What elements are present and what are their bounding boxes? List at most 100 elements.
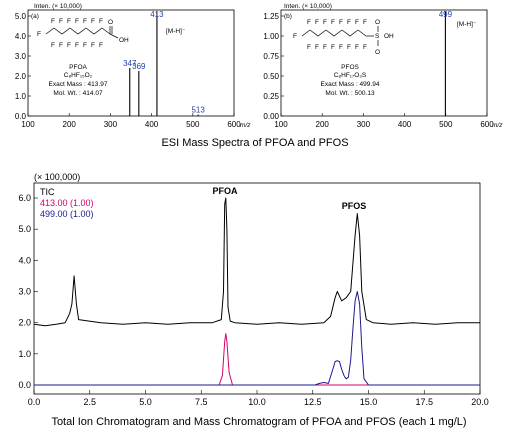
spectrum-b-peaks: 499 [439,10,453,116]
svg-text:F: F [51,18,55,25]
svg-text:F: F [331,44,335,51]
y-tick-label: 1.00 [263,32,279,41]
spectrum-a-x-ticks: 100 200 300 400 500 600 [21,113,241,129]
spectrum-b: Inten. (× 10,000) (b) 0.00 0.25 0.50 0.75 1.… [263,3,503,129]
chromatogram-yunit: (× 100,000) [34,172,80,182]
y-tick-label: 0.00 [263,112,279,121]
chromatogram-legend: TIC 413.00 (1.00) 499.00 (1.00) [40,187,94,219]
svg-text:F: F [99,18,103,25]
y-tick-label: 0.0 [15,112,27,121]
svg-text:F: F [323,19,327,26]
y-tick-label: 1.0 [18,349,31,359]
svg-text:F: F [315,44,319,51]
svg-text:S: S [375,33,380,40]
pfoa-exact-mass: Exact Mass : 413.97 [49,81,108,88]
svg-text:F: F [339,19,343,26]
svg-text:F: F [307,44,311,51]
spectrum-a-y-ticks: 0.0 1.0 2.0 3.0 4.0 5.0 [15,12,31,121]
pfoa-structure [45,26,119,39]
x-tick-label: 400 [145,120,159,129]
peak-label-347: 347 [123,59,137,68]
svg-text:F: F [355,19,359,26]
svg-text:O: O [375,49,380,56]
annotation-pfoa: PFOA [212,186,238,196]
y-tick-label: 1.0 [15,92,27,101]
chromatogram-x-ticks: 0.0 2.5 5.0 7.5 10.0 12.5 15.0 17.5 20.0 [28,390,489,407]
x-tick-label: 2.5 [83,397,96,407]
spectrum-b-y-ticks: 0.00 0.25 0.50 0.75 1.00 1.25 [263,12,284,121]
x-tick-label: 12.5 [304,397,322,407]
pfos-name: PFOS [341,64,359,71]
y-tick-label: 0.25 [263,92,279,101]
pfoa-formula: C₈HF₁₅O₂ [64,72,93,79]
svg-text:F: F [75,18,79,25]
svg-text:F: F [59,18,63,25]
x-tick-label: 0.0 [28,397,41,407]
pfoa-compound-info: PFOA C₈HF₁₅O₂ Exact Mass : 413.97 Mol. W… [49,64,108,97]
svg-text:OH: OH [384,33,394,40]
x-tick-label: 5.0 [139,397,152,407]
pfoa-mol-wt: Mol. Wt. : 414.07 [53,90,103,97]
svg-text:F: F [347,44,351,51]
svg-text:F: F [75,42,79,49]
svg-text:F: F [59,42,63,49]
y-tick-label: 4.0 [15,32,27,41]
x-tick-label: 300 [357,120,371,129]
pfos-compound-info: PFOS C₈HF₁₇O₃S Exact Mass : 499.94 Mol. … [321,64,380,97]
y-tick-label: 5.0 [15,12,27,21]
x-tick-label: 500 [186,120,200,129]
svg-text:F: F [315,19,319,26]
pfoa-structure-atoms: F F F F F F F F F F F F F F F O OH [37,18,129,49]
pfoa-name: PFOA [69,64,87,71]
svg-text:F: F [67,18,71,25]
svg-text:F: F [83,42,87,49]
svg-text:F: F [363,44,367,51]
svg-text:F: F [99,42,103,49]
legend-499: 499.00 (1.00) [40,209,94,219]
y-tick-label: 3.0 [15,52,27,61]
svg-text:F: F [293,33,297,40]
peak-label-413: 413 [150,10,164,19]
y-tick-label: 3.0 [18,287,31,297]
svg-text:OH: OH [119,37,129,44]
y-tick-label: 6.0 [18,193,31,203]
chromatogram: (× 100,000) 0.0 1.0 2.0 3.0 4.0 5.0 6.0 0.0 2.5… [18,172,488,407]
spectra-caption: ESI Mass Spectra of PFOA and PFOS [161,137,348,149]
x-tick-label: 7.5 [195,397,208,407]
chromatogram-frame [33,182,481,395]
svg-text:F: F [339,44,343,51]
x-tick-label: 300 [104,120,118,129]
peak-label-513: 513 [191,106,205,115]
spectrum-b-x-ticks: 100 200 300 400 500 600 [274,113,494,129]
x-tick-label: 200 [63,120,77,129]
pfos-formula: C₈HF₁₇O₃S [334,72,367,79]
svg-text:O: O [375,19,380,26]
peak-label-499: 499 [439,10,453,19]
x-tick-label: 200 [316,120,330,129]
x-tick-label: 400 [398,120,412,129]
y-tick-label: 0.75 [263,52,279,61]
svg-text:F: F [67,42,71,49]
svg-text:O: O [108,19,113,26]
svg-text:F: F [37,31,41,38]
spectrum-b-ion-label: [M-H]⁻ [457,21,476,28]
legend-tic: TIC [40,187,55,197]
y-tick-label: 0.0 [18,380,31,390]
y-tick-label: 2.0 [15,72,27,81]
x-tick-label: 20.0 [471,397,489,407]
x-tick-label: 600 [480,120,494,129]
x-tick-label: 10.0 [248,397,266,407]
chromatogram-series [33,197,480,386]
series-line-0 [33,197,480,327]
spectrum-a-ion-label: [M-H]⁻ [166,28,185,35]
spectrum-b-panel-label: (b) [284,13,292,20]
y-tick-label: 1.25 [263,12,279,21]
x-tick-label: 100 [21,120,35,129]
x-tick-label: 17.5 [415,397,433,407]
spectrum-b-xunit: m/z [492,122,503,129]
svg-text:F: F [307,19,311,26]
svg-text:F: F [323,44,327,51]
y-tick-label: 0.50 [263,72,279,81]
spectrum-a-panel-label: (a) [31,13,39,20]
